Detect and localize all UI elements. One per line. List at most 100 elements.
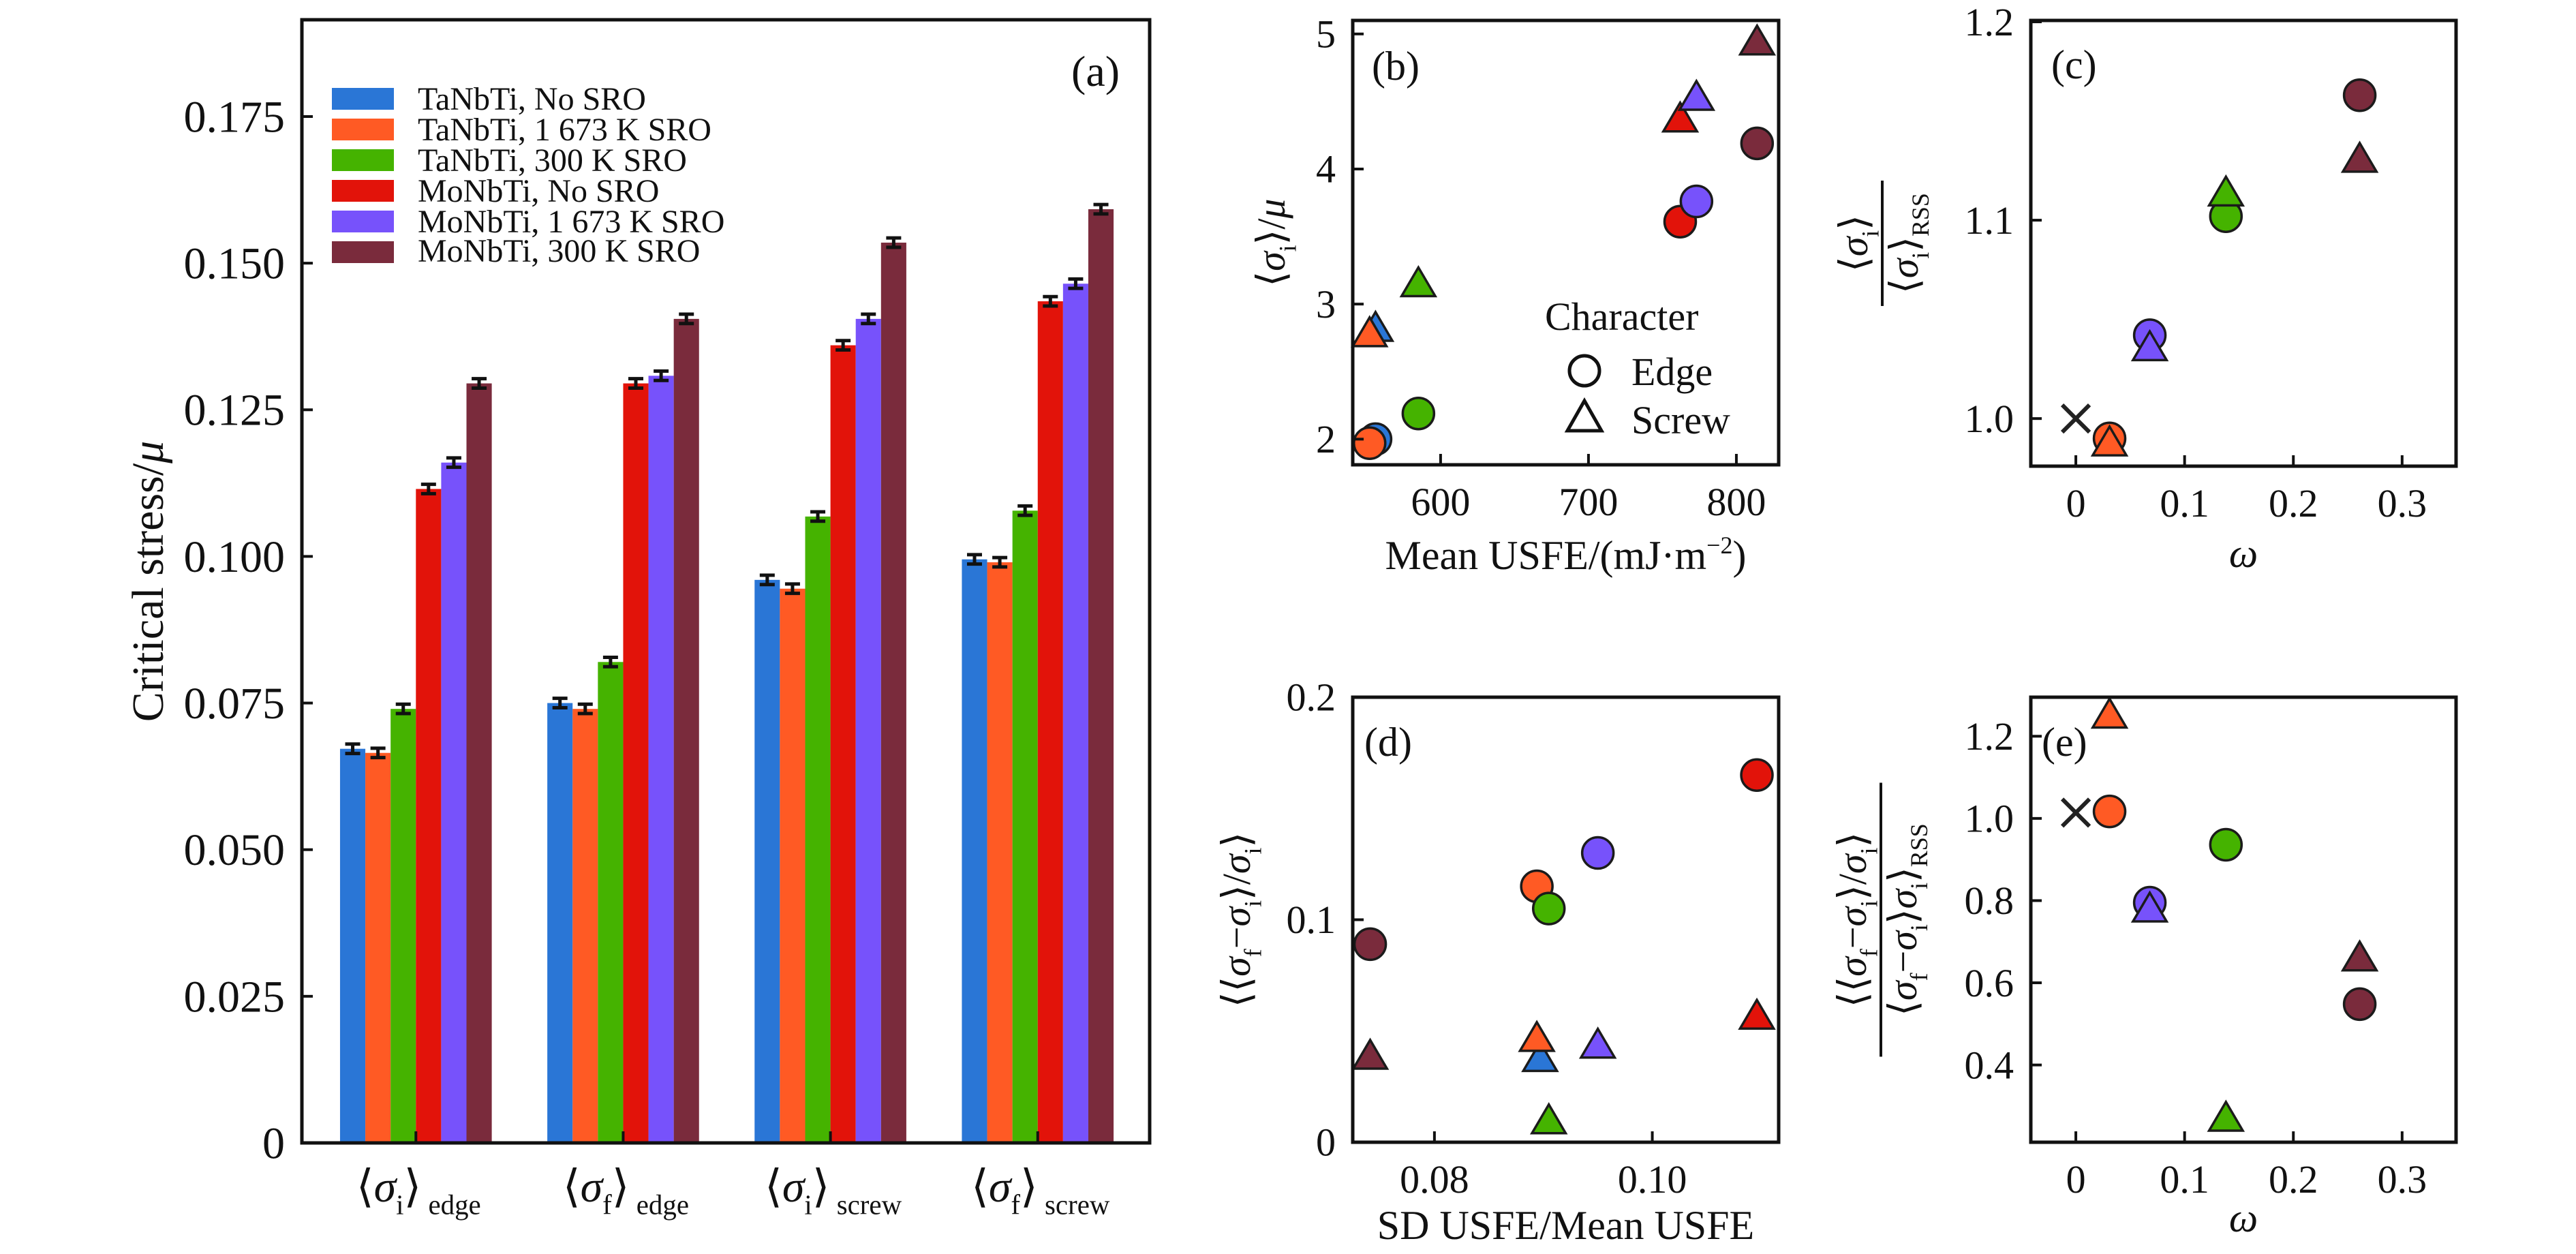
y-axis-label-fraction: ⟨σi⟩⟨σi⟩RSS [1832, 181, 1934, 306]
x-axis-label: SD USFE/Mean USFE [1377, 1203, 1754, 1248]
fraction-numerator: ⟨σi⟩ [1832, 215, 1884, 272]
label-segment: RSS [1905, 823, 1933, 867]
legend-swatch [332, 180, 394, 202]
bar [1088, 209, 1114, 1143]
y-tick-label: 0.2 [1287, 675, 1336, 720]
x-tick-label: 0.10 [1618, 1157, 1687, 1202]
label-segment: − [1830, 927, 1875, 949]
label-segment: σ [1832, 235, 1876, 256]
legend-swatch [332, 119, 394, 140]
screw-marker [2207, 1099, 2245, 1132]
bar [466, 383, 492, 1143]
edge-marker [1740, 126, 1775, 161]
legend-label: TaNbTi, 1 673 K SRO [418, 112, 711, 148]
label-segment: ⟩/ [1249, 218, 1293, 245]
bar [987, 562, 1013, 1143]
bar [754, 579, 780, 1143]
legend-title: Character [1545, 294, 1698, 339]
label-segment: f [1011, 1189, 1020, 1220]
axes-frame [300, 18, 1152, 1145]
x-tick-label: ⟨σi⟩ screw [765, 1162, 902, 1220]
screw-marker [2207, 174, 2245, 207]
label-segment: ω [2229, 531, 2258, 576]
y-tick-label: 0.175 [184, 92, 286, 142]
label-segment: ⟨⟨ [1830, 977, 1875, 1007]
screw-marker [2090, 424, 2129, 457]
y-tick-label: 0.4 [1965, 1043, 2014, 1087]
edge-marker [1353, 927, 1387, 962]
legend-label: TaNbTi, No SRO [418, 81, 646, 117]
label-segment: f [1905, 973, 1933, 981]
panel-b-label: (b) [1372, 44, 1420, 89]
panel-e-scatter: 0 0.1 0.2 0.3ω0.40.60.81.01.2⟨⟨σf−σi⟩/σi⟩⟨σ… [1830, 695, 2458, 1240]
bar [1012, 510, 1038, 1143]
y-axis-label-fraction: ⟨⟨σf−σi⟩/σi⟩⟨σf−σi⟩σi⟩RSS [1830, 782, 1933, 1057]
y-axis-label: Critical stress/μ [123, 441, 173, 722]
edge-marker [1531, 891, 1566, 926]
label-segment: ⟩ [812, 1162, 830, 1212]
bar [598, 662, 624, 1143]
label-segment: ⟨ [765, 1162, 782, 1212]
fraction-denominator: ⟨σi⟩RSS [1882, 193, 1934, 294]
bar [962, 559, 987, 1143]
label-segment: σ [581, 1162, 604, 1212]
label-segment: i [1239, 900, 1266, 907]
edge-marker [1580, 836, 1615, 870]
label-segment: screw [1038, 1189, 1110, 1220]
label-segment: ⟨ [1881, 1000, 1925, 1016]
label-segment: σ [989, 1162, 1013, 1212]
x-tick-label: 0.3 [2378, 1157, 2427, 1202]
label-segment: σ [782, 1162, 806, 1212]
legend-label: MoNbTi, 1 673 K SRO [418, 204, 724, 240]
screw-marker [2130, 328, 2169, 362]
edge-marker [2092, 794, 2127, 829]
label-segment: σ [1249, 250, 1293, 271]
y-axis-label: ⟨σi⟩/μ [1249, 198, 1301, 286]
label-segment: ⟩ [1881, 867, 1925, 883]
label-segment: f [1855, 949, 1882, 957]
screw-marker [1738, 23, 1777, 56]
screw-marker [1518, 1020, 1556, 1052]
y-tick-label: 0.1 [1287, 898, 1336, 942]
label-segment: i [396, 1189, 403, 1220]
axes-frame [2029, 18, 2458, 468]
label-segment: i [1856, 230, 1884, 237]
label-segment: i [1274, 245, 1301, 251]
screw-marker [2090, 696, 2129, 729]
label-segment: i [1239, 848, 1266, 855]
screw-marker [1521, 1039, 1559, 1073]
legend-label: MoNbTi, No SRO [418, 173, 659, 209]
x-tick-label: 0 [2066, 481, 2086, 525]
legend-b: Character Edge Screw [1545, 294, 1730, 442]
legend-label: TaNbTi, 300 K SRO [418, 142, 687, 179]
label-segment: SD USFE/Mean USFE [1377, 1203, 1754, 1248]
y-tick-label: 0.6 [1965, 961, 2014, 1005]
x-tick-label: ⟨σi⟩ edge [356, 1162, 481, 1220]
y-tick-label: 5 [1316, 12, 1336, 57]
y-tick-label: 0.025 [184, 972, 286, 1022]
bar [623, 383, 649, 1143]
label-segment: σ [374, 1162, 398, 1212]
panel-d-label: (d) [1364, 720, 1412, 765]
axes-frame [2029, 695, 2458, 1144]
fraction-numerator: ⟨⟨σf−σi⟩/σi⟩ [1830, 832, 1882, 1007]
y-tick-label: 1.0 [1965, 797, 2014, 841]
x-axis-label: Mean USFE/(mJ·m−2) [1385, 532, 1747, 578]
bar [830, 345, 856, 1144]
label-segment: σ [1214, 853, 1259, 874]
fraction-denominator: ⟨σf−σi⟩σi⟩RSS [1881, 823, 1933, 1015]
label-segment: screw [830, 1189, 902, 1220]
screw-marker [1350, 315, 1389, 348]
y-tick-label: 1.2 [1965, 0, 2014, 44]
x-tick-label: 0.3 [2378, 481, 2427, 525]
label-segment: ⟩ [1830, 832, 1875, 848]
label-segment: edge [630, 1189, 689, 1220]
label-segment: σ [1882, 257, 1927, 278]
bar [805, 516, 831, 1143]
label-segment: ⟩/ [1830, 873, 1875, 900]
screw-marker [1529, 1102, 1568, 1135]
panel-c-scatter: 0 0.1 0.2 0.3ω1.01.11.2⟨σi⟩⟨σi⟩RSS [1832, 0, 2458, 576]
x-tick-label: 0.08 [1400, 1157, 1469, 1202]
label-segment: ⟩ [1020, 1162, 1038, 1212]
